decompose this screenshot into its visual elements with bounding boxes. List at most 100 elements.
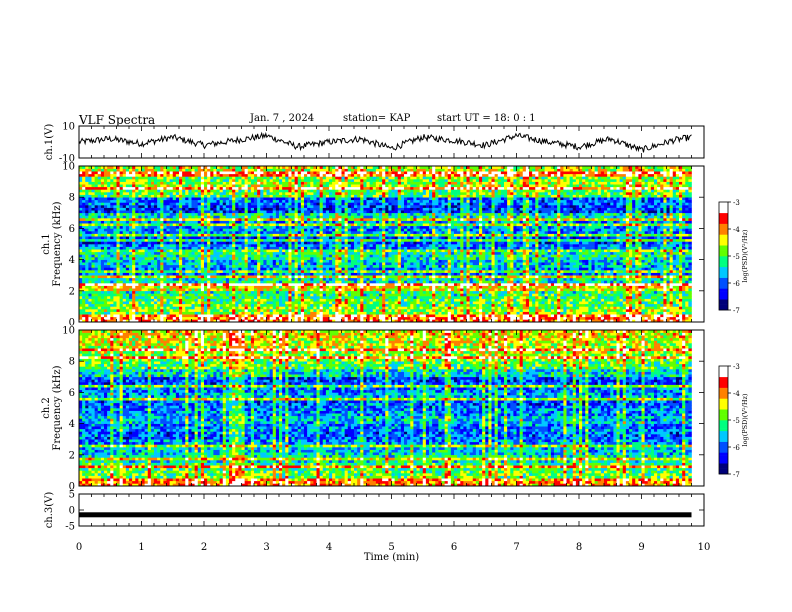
spectrogram-cell [120, 312, 123, 315]
spectrogram-cell [138, 262, 141, 265]
spectrogram-cell [267, 293, 270, 296]
spectrogram-cell [498, 262, 501, 265]
spectrogram-cell [579, 312, 582, 315]
spectrogram-cell [335, 301, 338, 304]
spectrogram-cell [479, 306, 482, 309]
spectrogram-cell [413, 301, 416, 304]
spectrogram-cell [357, 286, 360, 289]
spectrogram-cell [657, 275, 660, 278]
spectrogram-cell [338, 293, 341, 296]
spectrogram-cell [88, 286, 91, 289]
spectrogram-cell [570, 278, 573, 281]
spectrogram-cell [173, 257, 176, 260]
spectrogram-cell [373, 260, 376, 263]
spectrogram-cell [392, 301, 395, 304]
spectrogram-cell [129, 260, 132, 263]
spectrogram-cell [204, 265, 207, 268]
spectrogram-cell [217, 283, 220, 286]
spectrogram-cell [426, 280, 429, 283]
spectrogram-cell [295, 267, 298, 270]
spectrogram-cell [257, 275, 260, 278]
spectrogram-cell [248, 275, 251, 278]
spectrogram-cell [151, 314, 154, 317]
spectrogram-cell [176, 296, 179, 299]
spectrogram-cell [338, 278, 341, 281]
spectrogram-cell [613, 286, 616, 289]
y-tick-label: 10 [62, 122, 75, 133]
spectrogram-cell [498, 288, 501, 291]
spectrogram-cell [560, 314, 563, 317]
spectrogram-cell [282, 262, 285, 265]
spectrogram-cell [157, 265, 160, 268]
spectrogram-cell [510, 306, 513, 309]
spectrogram-cell [167, 267, 170, 270]
spectrogram-cell [457, 312, 460, 315]
spectrogram-cell [629, 257, 632, 260]
spectrogram-cell [476, 265, 479, 268]
spectrogram-cell [313, 286, 316, 289]
spectrogram-cell [301, 312, 304, 315]
spectrogram-cell [217, 260, 220, 263]
spectrogram-cell [573, 296, 576, 299]
spectrogram-cell [507, 257, 510, 260]
spectrogram-cell [98, 304, 101, 307]
spectrogram-cell [120, 257, 123, 260]
spectrogram-cell [335, 275, 338, 278]
spectrogram-cell [504, 265, 507, 268]
spectrogram-cell [613, 265, 616, 268]
spectrogram-cell [604, 273, 607, 276]
spectrogram-cell [145, 296, 148, 299]
spectrogram-cell [635, 291, 638, 294]
spectrogram-cell [232, 299, 235, 302]
spectrogram-cell [129, 280, 132, 283]
spectrogram-cell [342, 275, 345, 278]
spectrogram-cell [295, 275, 298, 278]
spectrogram-cell [379, 278, 382, 281]
spectrogram-cell [198, 296, 201, 299]
spectrogram-cell [301, 260, 304, 263]
spectrogram-cell [610, 291, 613, 294]
spectrogram-cell [126, 262, 129, 265]
spectrogram-cell [485, 270, 488, 273]
spectrogram-cell [151, 270, 154, 273]
spectrogram-cell [560, 260, 563, 263]
spectrogram-cell [251, 275, 254, 278]
spectrogram-cell [570, 314, 573, 317]
spectrogram-cell [257, 280, 260, 283]
spectrogram-cell [392, 257, 395, 260]
spectrogram-cell [395, 260, 398, 263]
spectrogram-cell [620, 301, 623, 304]
spectrogram-cell [332, 293, 335, 296]
spectrogram-cell [251, 286, 254, 289]
spectrogram-cell [388, 312, 391, 315]
spectrogram-cell [613, 278, 616, 281]
spectrogram-cell [107, 265, 110, 268]
spectrogram-cell [285, 267, 288, 270]
spectrogram-cell [501, 283, 504, 286]
spectrogram-cell [82, 299, 85, 302]
spectrogram-cell [354, 283, 357, 286]
spectrogram-cell [117, 304, 120, 307]
spectrogram-cell [360, 296, 363, 299]
spectrogram-cell [188, 260, 191, 263]
spectrogram-cell [201, 260, 204, 263]
spectrogram-cell [620, 283, 623, 286]
spectrogram-cell [282, 314, 285, 317]
spectrogram-cell [451, 262, 454, 265]
spectrogram-cell [651, 270, 654, 273]
spectrogram-cell [323, 314, 326, 317]
spectrogram-cell [492, 257, 495, 260]
spectrogram-cell [648, 270, 651, 273]
spectrogram-cell [410, 291, 413, 294]
spectrogram-cell [151, 291, 154, 294]
spectrogram-cell [485, 262, 488, 265]
spectrogram-cell [288, 293, 291, 296]
spectrogram-cell [335, 314, 338, 317]
spectrogram-cell [495, 296, 498, 299]
spectrogram-cell [385, 286, 388, 289]
spectrogram-cell [429, 286, 432, 289]
spectrogram-cell [463, 309, 466, 312]
spectrogram-cell [573, 275, 576, 278]
spectrogram-cell [235, 286, 238, 289]
spectrogram-cell [285, 262, 288, 265]
